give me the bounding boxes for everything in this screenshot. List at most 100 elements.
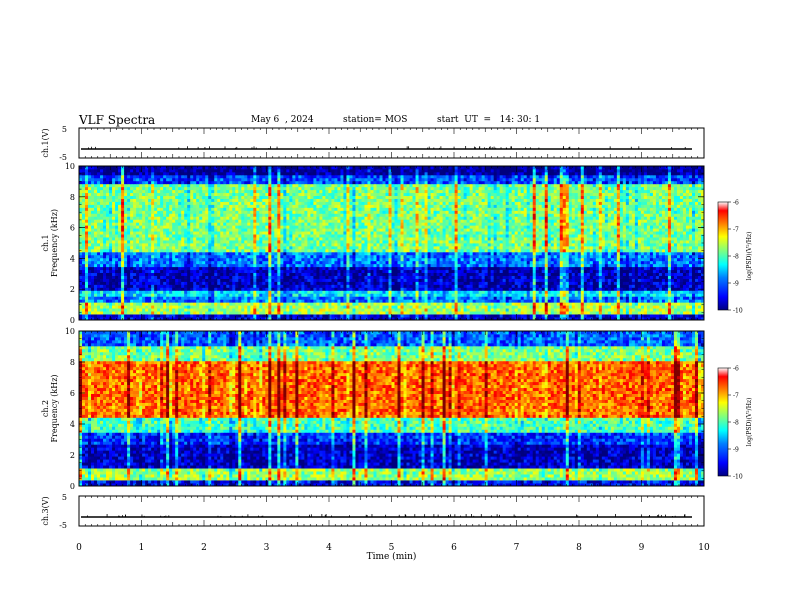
spectrogram-cell: [127, 284, 130, 287]
spectrogram-cell: [130, 270, 133, 273]
spectrogram-cell: [277, 302, 280, 305]
spectrogram-cell: [674, 282, 677, 285]
spectrogram-cell: [301, 252, 304, 255]
spectrogram-cell: [379, 299, 382, 302]
spectrogram-cell: [343, 261, 346, 264]
spectrogram-cell: [527, 255, 530, 258]
spectrogram-cell: [232, 308, 235, 311]
spectrogram-cell: [331, 255, 334, 258]
spectrogram-cell: [500, 273, 503, 276]
spectrogram-cell: [626, 261, 629, 264]
spectrogram-cell: [683, 287, 686, 290]
spectrogram-cell: [581, 279, 584, 282]
spectrogram-cell: [199, 267, 202, 270]
spectrogram-cell: [431, 308, 434, 311]
spectrogram-cell: [674, 302, 677, 305]
spectrogram-cell: [214, 270, 217, 273]
spectrogram-cell: [692, 258, 695, 261]
spectrogram-cell: [680, 279, 683, 282]
spectrogram-cell: [148, 296, 151, 299]
spectrogram-cell: [247, 270, 250, 273]
spectrogram-cell: [310, 264, 313, 267]
spectrogram-cell: [331, 273, 334, 276]
spectrogram-cell: [632, 296, 635, 299]
spectrogram-cell: [464, 267, 467, 270]
spectrogram-cell: [142, 302, 145, 305]
spectrogram-cell: [683, 311, 686, 314]
spectrogram-cell: [127, 273, 130, 276]
spectrogram-cell: [509, 314, 512, 317]
spectrogram-cell: [88, 258, 91, 261]
spectrogram-cell: [337, 258, 340, 261]
spectrogram-cell: [145, 284, 148, 287]
spectrogram-cell: [136, 261, 139, 264]
spectrogram-cell: [274, 264, 277, 267]
spectrogram-cell: [545, 299, 548, 302]
spectrogram-cell: [449, 279, 452, 282]
spectrogram-cell: [223, 290, 226, 293]
spectrogram-cell: [404, 270, 407, 273]
spectrogram-cell: [401, 290, 404, 293]
spectrogram-cell: [313, 293, 316, 296]
spectrogram-cell: [593, 264, 596, 267]
spectrogram-cell: [404, 255, 407, 258]
spectrogram-cell: [118, 252, 121, 255]
spectrogram-cell: [268, 276, 271, 279]
spectrogram-cell: [632, 287, 635, 290]
spectrogram-cell: [88, 261, 91, 264]
spectrogram-cell: [665, 279, 668, 282]
spectrogram-cell: [160, 314, 163, 317]
spectrogram-cell: [271, 261, 274, 264]
spectrogram-cell: [361, 308, 364, 311]
spectrogram-cell: [443, 296, 446, 299]
spectrogram-cell: [376, 284, 379, 287]
spectrogram-cell: [395, 279, 398, 282]
spectrogram-cell: [419, 276, 422, 279]
spectrogram-cell: [533, 284, 536, 287]
spectrogram-cell: [184, 287, 187, 290]
spectrogram-cell: [235, 279, 238, 282]
spectrogram-cell: [419, 308, 422, 311]
spectrogram-cell: [623, 270, 626, 273]
spectrogram-cell: [229, 255, 232, 258]
spectrogram-cell: [569, 270, 572, 273]
spectrogram-cell: [139, 276, 142, 279]
spectrogram-cell: [614, 311, 617, 314]
spectrogram-cell: [530, 302, 533, 305]
spectrogram-cell: [584, 305, 587, 308]
spectrogram-cell: [695, 255, 698, 258]
spectrogram-cell: [277, 284, 280, 287]
spectrogram-cell: [398, 296, 401, 299]
spectrogram-cell: [220, 261, 223, 264]
spectrogram-cell: [172, 255, 175, 258]
spectrogram-cell: [112, 293, 115, 296]
spectrogram-cell: [325, 293, 328, 296]
spectrogram-cell: [208, 282, 211, 285]
spectrogram-cell: [217, 299, 220, 302]
spectrogram-cell: [644, 314, 647, 317]
spectrogram-cell: [226, 264, 229, 267]
spectrogram-cell: [695, 282, 698, 285]
spectrogram-cell: [175, 299, 178, 302]
spectrogram-cell: [262, 302, 265, 305]
spectrogram-cell: [413, 264, 416, 267]
spectrogram-cell: [398, 270, 401, 273]
spectrogram-cell: [395, 302, 398, 305]
spectrogram-cell: [253, 252, 256, 255]
spectrogram-cell: [680, 267, 683, 270]
spectrogram-cell: [569, 267, 572, 270]
spectrogram-cell: [223, 284, 226, 287]
spectrogram-cell: [530, 264, 533, 267]
spectrogram-cell: [446, 302, 449, 305]
spectrogram-cell: [431, 305, 434, 308]
spectrogram-cell: [515, 296, 518, 299]
spectrogram-cell: [286, 302, 289, 305]
spectrogram-cell: [617, 279, 620, 282]
spectrogram-cell: [617, 299, 620, 302]
spectrogram-cell: [319, 255, 322, 258]
spectrogram-cell: [214, 305, 217, 308]
spectrogram-cell: [211, 305, 214, 308]
spectrogram-cell: [449, 276, 452, 279]
spectrogram-cell: [109, 290, 112, 293]
spectrogram-cell: [118, 308, 121, 311]
